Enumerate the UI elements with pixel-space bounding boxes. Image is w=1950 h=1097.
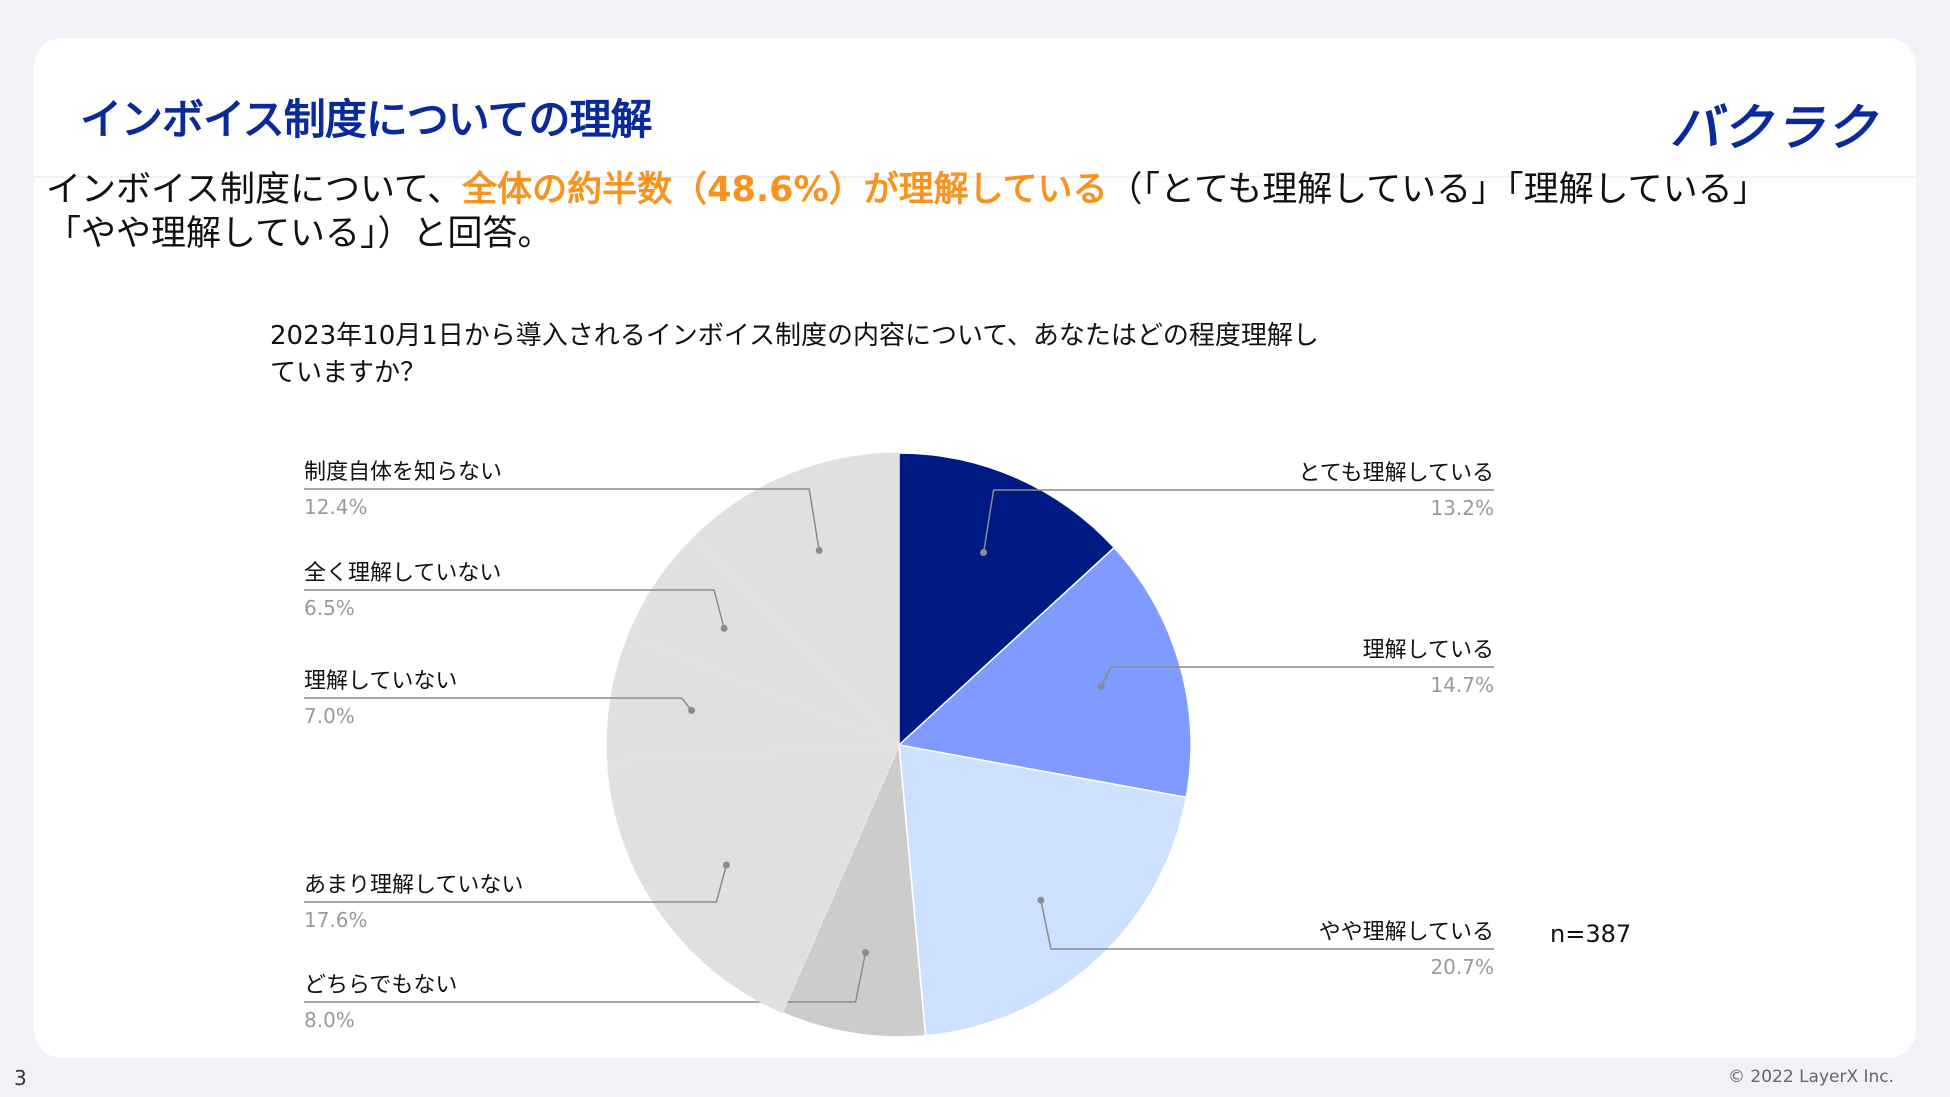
slice-label: 全く理解していない — [304, 561, 501, 586]
pie-slice — [606, 744, 900, 1014]
leader-dot — [815, 547, 823, 554]
leader-dot — [720, 624, 728, 632]
summary-highlight: 全体の約半数（48.6%）が理解している — [462, 170, 1108, 210]
slice-value-label: 17.6% — [304, 908, 368, 932]
leader-line — [304, 952, 867, 1003]
pie-slice — [898, 744, 1188, 1037]
slice-value-label: 6.5% — [304, 596, 355, 620]
pie-slice — [606, 634, 900, 762]
leader-dot — [688, 707, 696, 714]
slice-value-label: 14.7% — [1430, 673, 1494, 697]
slice-label: あまり理解していない — [304, 873, 523, 898]
pie-slice — [898, 452, 1116, 747]
slice-value-label: 13.2% — [1430, 496, 1494, 520]
leader-dot — [1097, 683, 1105, 691]
summary-text: インボイス制度について、全体の約半数（48.6%）が理解している（「とても理解し… — [46, 168, 1826, 256]
leader-line — [1100, 666, 1494, 688]
chart-title-line-2: ていますか？ — [270, 358, 427, 388]
leader-line — [304, 697, 693, 711]
chart-title-line-1: 2023年10月1日から導入されるインボイス制度の内容について、あなたはどの程度… — [270, 321, 1319, 351]
summary-suffix: （「とても理解している」「理解している」 — [1107, 170, 1768, 210]
leader-line — [1040, 900, 1494, 950]
leader-dot — [980, 549, 988, 556]
pie-slice — [693, 452, 900, 747]
slice-label: やや理解している — [1319, 920, 1494, 945]
pie-slice — [627, 536, 900, 746]
pie-slice — [781, 744, 927, 1038]
slice-label: 制度自体を知らない — [304, 460, 502, 485]
leader-line — [304, 589, 725, 629]
slice-value-label: 8.0% — [304, 1008, 355, 1032]
page-number: 3 — [14, 1066, 27, 1090]
header: インボイス制度についての理解 バクラク — [34, 38, 1916, 178]
summary-prefix: インボイス制度について、 — [46, 170, 463, 210]
leader-dot — [1037, 896, 1045, 904]
chart-title: 2023年10月1日から導入されるインボイス制度の内容について、あなたはどの程度… — [270, 318, 1319, 392]
summary-line-1: インボイス制度について、全体の約半数（48.6%）が理解している（「とても理解し… — [46, 168, 1826, 212]
brand-logo: バクラク — [1670, 99, 1878, 157]
slice-value-label: 7.0% — [304, 704, 355, 728]
summary-line-2: 「やや理解している」）と回答。 — [46, 214, 553, 254]
slice-value-label: 20.7% — [1430, 955, 1494, 979]
leader-dot — [722, 861, 730, 869]
slice-label: とても理解している — [1298, 461, 1494, 486]
slice-label: 理解している — [1363, 638, 1494, 663]
slice-value-label: 12.4% — [304, 495, 368, 519]
slice-label: どちらでもない — [304, 973, 457, 998]
leader-line — [982, 489, 1494, 553]
leader-line — [304, 864, 728, 903]
sample-size-note: n=387 — [1550, 920, 1632, 948]
page-title: インボイス制度についての理解 — [80, 95, 652, 144]
leader-dot — [862, 949, 869, 957]
leader-line — [304, 488, 820, 551]
pie-slice — [897, 546, 1192, 799]
slice-label: 理解していない — [304, 669, 457, 694]
copyright: © 2022 LayerX Inc. — [1728, 1067, 1895, 1087]
